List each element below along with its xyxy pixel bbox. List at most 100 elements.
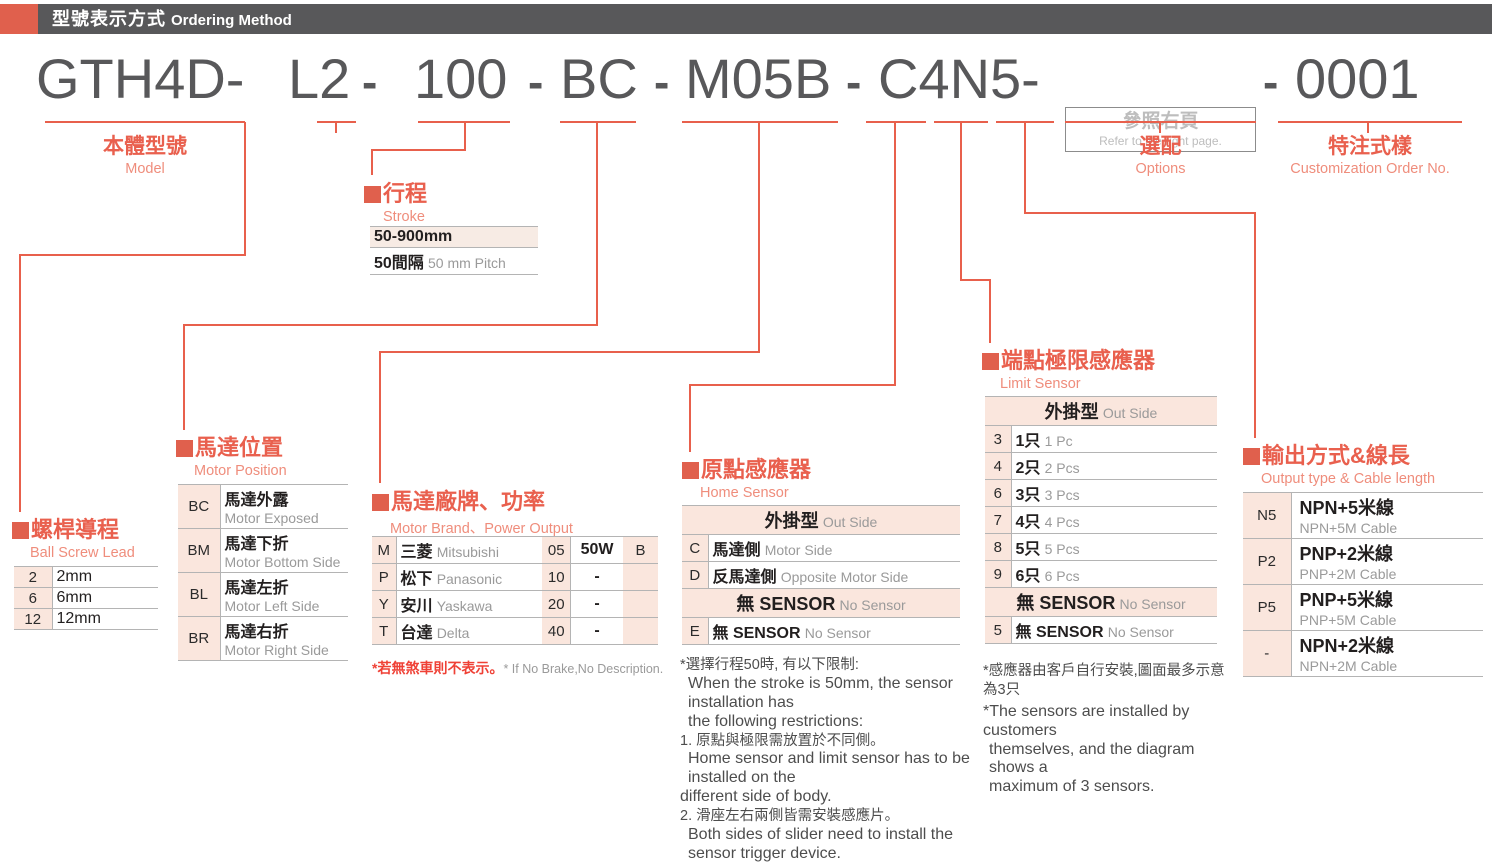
mb-code: P <box>372 563 397 591</box>
table-row[interactable]: 50間隔 50 mm Pitch <box>370 247 538 275</box>
callout-ball-screw-lead: 螺桿導程 Ball Screw Lead <box>12 512 135 561</box>
note-home-sensor: *選擇行程50時, 有以下限制: When the stroke is 50mm… <box>680 656 980 864</box>
ls-en: No Sensor <box>1107 624 1174 640</box>
table-row[interactable]: BL 馬達左折 Motor Left Side <box>178 572 348 617</box>
note-motor-brake-cn: *若無煞車則不表示。 <box>372 660 504 676</box>
pn-dash-2: - <box>528 56 544 108</box>
hs-en: Motor Side <box>764 542 833 558</box>
mp-cn: 馬達外露 <box>224 492 289 509</box>
mb-power-code: 05 <box>542 536 572 564</box>
hs-note-2-en: the following restrictions: <box>688 712 864 730</box>
ot-en: PNP+2M Cable <box>1299 566 1397 582</box>
header-accent-block <box>0 4 38 34</box>
table-row[interactable]: 50-900mm <box>370 226 538 248</box>
table-row[interactable]: Y 安川 Yaskawa 20 - <box>372 590 658 618</box>
table-row[interactable]: 3 1只 1 Pc <box>985 425 1217 453</box>
bsl-code: 12 <box>14 608 53 630</box>
table-row[interactable]: 9 6只 6 Pcs <box>985 560 1217 588</box>
ot-cn: PNP+2米線 <box>1299 544 1394 564</box>
header-title-en: Ordering Method <box>171 12 292 29</box>
mp-en: Motor Right Side <box>224 642 329 658</box>
ls-code: 3 <box>985 425 1012 453</box>
hs-group2-en: No Sensor <box>839 597 906 613</box>
callout-home-sensor: 原點感應器 Home Sensor <box>682 452 811 501</box>
bsl-desc: 2mm <box>56 568 93 585</box>
ls-code: 5 <box>985 616 1012 644</box>
table-row[interactable]: 7 4只 4 Pcs <box>985 506 1217 534</box>
hs-note-0-cn: *選擇行程50時, 有以下限制: <box>680 657 859 673</box>
pn-sensors: C4N5- <box>878 47 1040 110</box>
hs-note-4-en: Home sensor and limit sensor has to be i… <box>688 750 970 787</box>
table-row[interactable]: BR 馬達右折 Motor Right Side <box>178 616 348 661</box>
hs-cn: 無 SENSOR <box>712 625 801 642</box>
table-row[interactable]: P2 PNP+2米線 PNP+2M Cable <box>1243 538 1483 585</box>
mb-power: - <box>594 595 600 612</box>
hs-note-6-cn: 2. 滑座左右兩側皆需安裝感應片。 <box>680 808 900 824</box>
callout-model: 本體型號 Model <box>45 130 245 177</box>
callout-output-type-en: Output type & Cable length <box>1261 471 1436 487</box>
callout-model-en: Model <box>125 161 165 177</box>
note-motor-brake-en: * If No Brake,No Description. <box>503 662 664 676</box>
mp-en: Motor Exposed <box>224 510 319 526</box>
ot-code: - <box>1243 630 1292 677</box>
mb-power-code: 10 <box>542 563 572 591</box>
pn-motor-brand: M05B <box>685 47 832 110</box>
table-group-header: 外掛型 Out Side <box>682 505 960 535</box>
mb-cn: 松下 <box>400 571 433 588</box>
table-group-header: 無 SENSOR No Sensor <box>985 587 1217 617</box>
table-row[interactable]: 4 2只 2 Pcs <box>985 452 1217 480</box>
table-motor-position: BC 馬達外露 Motor Exposed BM 馬達下折 Motor Bottom… <box>178 484 348 661</box>
table-row[interactable]: - NPN+2米線 NPN+2M Cable <box>1243 630 1483 677</box>
ls-en: 3 Pcs <box>1044 487 1080 503</box>
ls-en: 6 Pcs <box>1044 568 1080 584</box>
callout-limit-sensor: 端點極限感應器 Limit Sensor <box>982 343 1155 392</box>
callout-motor-brand-cn: 馬達廠牌、功率 <box>391 489 546 514</box>
mb-power-code: 20 <box>542 590 572 618</box>
mb-brake <box>623 617 658 645</box>
mb-power: 50W <box>580 541 614 558</box>
pn-lead: L2 <box>288 47 351 110</box>
ls-code: 4 <box>985 452 1012 480</box>
ls-code: 8 <box>985 533 1012 561</box>
mb-power: - <box>594 622 600 639</box>
ot-en: PNP+5M Cable <box>1299 612 1397 628</box>
ot-cn: NPN+5米線 <box>1299 498 1395 518</box>
table-row[interactable]: T 台達 Delta 40 - <box>372 617 658 645</box>
table-row[interactable]: 6 3只 3 Pcs <box>985 479 1217 507</box>
callout-ball-screw-lead-cn: 螺桿導程 <box>31 517 120 542</box>
ls-cn: 無 SENSOR <box>1015 624 1104 641</box>
mp-cn: 馬達左折 <box>224 580 289 597</box>
mb-brake <box>623 590 658 618</box>
table-row[interactable]: 2 2mm <box>14 566 158 588</box>
callout-home-sensor-en: Home Sensor <box>700 485 789 501</box>
ls-en: 4 Pcs <box>1044 514 1080 530</box>
ls-en: 5 Pcs <box>1044 541 1080 557</box>
header-title: 型號表示方式 Ordering Method <box>52 4 292 34</box>
table-row[interactable]: 8 5只 5 Pcs <box>985 533 1217 561</box>
table-row[interactable]: E 無 SENSOR No Sensor <box>682 617 960 645</box>
table-row[interactable]: P 松下 Panasonic 10 - <box>372 563 658 591</box>
table-row[interactable]: 6 6mm <box>14 587 158 609</box>
callout-motor-position-cn: 馬達位置 <box>195 435 284 460</box>
table-row[interactable]: C 馬達側 Motor Side <box>682 534 960 562</box>
table-row[interactable]: BM 馬達下折 Motor Bottom Side <box>178 528 348 573</box>
pn-stroke: 100 <box>414 47 508 110</box>
table-row[interactable]: 5 無 SENSOR No Sensor <box>985 616 1217 644</box>
hs-code: E <box>682 617 709 645</box>
hs-code: D <box>682 561 709 589</box>
ls-cn: 4只 <box>1015 514 1041 531</box>
callout-motor-position-en: Motor Position <box>194 463 287 479</box>
ls-note-1-cn: 為3只 <box>983 681 1021 698</box>
table-row[interactable]: N5 NPN+5米線 NPN+5M Cable <box>1243 492 1483 539</box>
ls-cn: 5只 <box>1015 541 1041 558</box>
table-row[interactable]: M 三菱 Mitsubishi 05 50W B <box>372 536 658 564</box>
pn-model: GTH4D- <box>36 47 245 110</box>
callout-customization-en: Customization Order No. <box>1290 161 1450 177</box>
hs-en: Opposite Motor Side <box>780 569 909 585</box>
table-row[interactable]: D 反馬達側 Opposite Motor Side <box>682 561 960 589</box>
pn-dash-5: - <box>1263 56 1279 108</box>
ls-group1-cn: 外掛型 <box>1044 402 1099 422</box>
table-row[interactable]: 12 12mm <box>14 608 158 630</box>
table-row[interactable]: P5 PNP+5米線 PNP+5M Cable <box>1243 584 1483 631</box>
table-row[interactable]: BC 馬達外露 Motor Exposed <box>178 484 348 529</box>
